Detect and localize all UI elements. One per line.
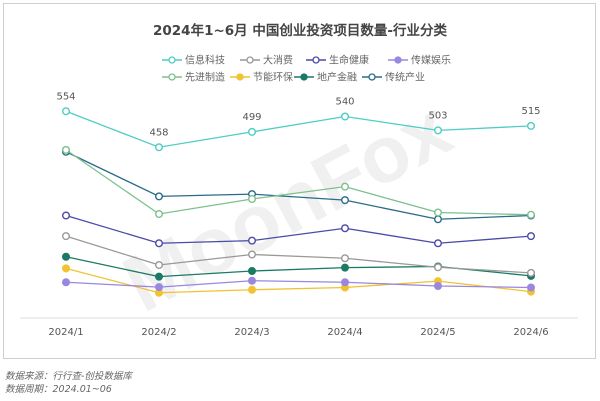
data-point[interactable] bbox=[247, 276, 256, 285]
series-line bbox=[62, 232, 536, 277]
legend-item[interactable]: 传统产业 bbox=[362, 71, 425, 84]
data-point[interactable] bbox=[247, 267, 256, 276]
series-path bbox=[65, 151, 532, 220]
series-path bbox=[65, 214, 532, 244]
data-point[interactable] bbox=[341, 182, 350, 191]
series-line bbox=[62, 145, 536, 219]
data-point[interactable] bbox=[434, 239, 443, 248]
x-tick-label: 2024/3 bbox=[234, 327, 269, 338]
legend-item[interactable]: 节能环保 bbox=[230, 71, 293, 84]
legend-marker-icon bbox=[368, 73, 376, 81]
data-label: 540 bbox=[335, 97, 354, 108]
series-path bbox=[65, 280, 532, 289]
data-source: 数据来源：行行查-创投数据库 bbox=[5, 371, 132, 382]
data-point[interactable] bbox=[341, 224, 350, 233]
data-label: 503 bbox=[428, 110, 447, 121]
data-point[interactable] bbox=[341, 196, 350, 205]
legend-label: 地产金融 bbox=[317, 71, 357, 84]
legend-item[interactable]: 信息科技 bbox=[162, 54, 225, 67]
x-tick-label: 2024/5 bbox=[420, 327, 455, 338]
data-point[interactable] bbox=[62, 107, 71, 116]
x-tick-label: 2024/4 bbox=[327, 327, 362, 338]
data-point[interactable] bbox=[62, 145, 71, 154]
data-point[interactable] bbox=[62, 278, 71, 287]
data-point[interactable] bbox=[527, 210, 536, 219]
legend-label: 生命健康 bbox=[329, 54, 369, 67]
chart-title: 2024年1~6月 中国创业投资项目数量-行业分类 bbox=[153, 22, 447, 39]
data-point[interactable] bbox=[527, 121, 536, 130]
legend-label: 大消费 bbox=[263, 54, 293, 67]
legend-label: 传统产业 bbox=[385, 71, 425, 84]
series-line bbox=[62, 211, 536, 248]
data-point[interactable] bbox=[341, 112, 350, 121]
data-label: 458 bbox=[149, 127, 168, 138]
series-line: 554 458 499 540 503 515 bbox=[56, 91, 541, 152]
data-point[interactable] bbox=[154, 143, 163, 152]
data-point[interactable] bbox=[527, 283, 536, 292]
legend-marker-icon bbox=[246, 56, 254, 64]
legend-marker-icon bbox=[236, 73, 244, 81]
data-point[interactable] bbox=[154, 261, 163, 270]
data-point[interactable] bbox=[247, 236, 256, 245]
data-point[interactable] bbox=[62, 264, 71, 273]
data-point[interactable] bbox=[527, 268, 536, 277]
data-point[interactable] bbox=[434, 215, 443, 224]
data-label: 554 bbox=[56, 91, 75, 102]
data-point[interactable] bbox=[434, 208, 443, 217]
legend-label: 传媒娱乐 bbox=[411, 54, 451, 67]
data-point[interactable] bbox=[341, 263, 350, 272]
data-point[interactable] bbox=[434, 126, 443, 135]
series-path bbox=[65, 267, 532, 294]
legend-label: 节能环保 bbox=[253, 71, 293, 84]
data-point[interactable] bbox=[154, 283, 163, 292]
data-point[interactable] bbox=[62, 232, 71, 241]
series-path bbox=[65, 235, 532, 274]
legend-label: 信息科技 bbox=[185, 54, 225, 67]
series-line bbox=[62, 276, 536, 292]
legend-item[interactable]: 地产金融 bbox=[294, 71, 357, 84]
data-point[interactable] bbox=[434, 263, 443, 272]
legend-item[interactable]: 大消费 bbox=[240, 54, 293, 67]
legend-marker-icon bbox=[168, 56, 176, 64]
legend-marker-icon bbox=[300, 73, 308, 81]
legend-label: 先进制造 bbox=[185, 71, 225, 84]
x-tick-label: 2024/2 bbox=[141, 327, 176, 338]
data-point[interactable] bbox=[341, 254, 350, 263]
data-point[interactable] bbox=[341, 278, 350, 287]
data-label: 515 bbox=[521, 106, 540, 117]
data-point[interactable] bbox=[247, 127, 256, 136]
legend-item[interactable]: 先进制造 bbox=[162, 71, 225, 84]
x-tick-label: 2024/1 bbox=[48, 327, 83, 338]
x-tick-label: 2024/6 bbox=[513, 327, 548, 338]
data-label: 499 bbox=[242, 112, 261, 123]
data-period: 数据周期：2024.01~06 bbox=[5, 384, 112, 395]
series-path bbox=[65, 149, 532, 216]
data-point[interactable] bbox=[62, 211, 71, 220]
series-group: 554 458 499 540 503 515 bbox=[56, 91, 541, 297]
legend-marker-icon bbox=[394, 56, 402, 64]
data-point[interactable] bbox=[247, 285, 256, 294]
chart-frame bbox=[3, 3, 596, 359]
legend-item[interactable]: 生命健康 bbox=[306, 54, 369, 67]
legend-marker-icon bbox=[312, 56, 320, 64]
data-point[interactable] bbox=[154, 209, 163, 218]
x-axis-ticks: 2024/1 2024/2 2024/3 2024/4 2024/5 2024/6 bbox=[48, 327, 548, 338]
series-path bbox=[65, 110, 532, 148]
legend-item[interactable]: 传媒娱乐 bbox=[388, 54, 451, 67]
data-point[interactable] bbox=[247, 194, 256, 203]
data-point[interactable] bbox=[527, 232, 536, 241]
data-point[interactable] bbox=[154, 239, 163, 248]
data-point[interactable] bbox=[62, 252, 71, 261]
data-point[interactable] bbox=[154, 192, 163, 201]
data-point[interactable] bbox=[434, 282, 443, 291]
data-point[interactable] bbox=[154, 272, 163, 281]
legend-marker-icon bbox=[168, 73, 176, 81]
data-point[interactable] bbox=[247, 250, 256, 259]
